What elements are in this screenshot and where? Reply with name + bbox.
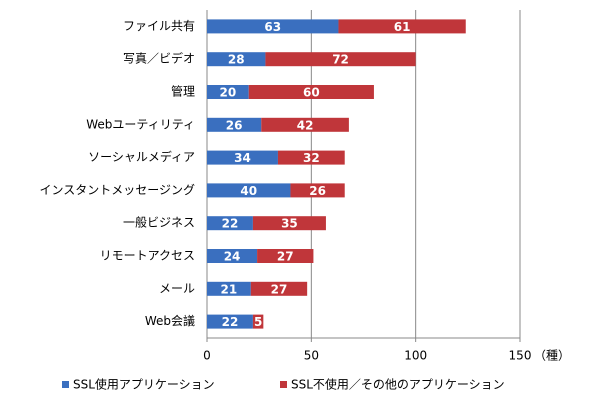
y-tick-label: Web会議: [145, 314, 195, 328]
x-unit: （種）: [534, 349, 570, 363]
y-tick-label: リモートアクセス: [100, 249, 195, 263]
value-label: 26: [309, 184, 326, 198]
y-tick-label: ファイル共有: [123, 19, 195, 33]
bar-segment: [207, 281, 251, 296]
bar-segment: [252, 216, 326, 231]
bar-segment: [252, 314, 264, 329]
y-tick-label: メール: [159, 281, 195, 295]
bar-segment: [207, 150, 278, 165]
value-label: 34: [234, 151, 251, 165]
bar-segment: [248, 85, 374, 99]
bar-segment: [277, 150, 345, 165]
x-tick-label: 150: [509, 349, 532, 363]
bar-segment: [207, 249, 258, 263]
bar-segment: [207, 314, 253, 329]
bar-segment: [338, 19, 466, 34]
value-label: 20: [220, 86, 237, 100]
value-label: 22: [222, 217, 239, 231]
value-label: 61: [394, 20, 411, 34]
legend-label: SSL不使用／その他のアプリケーション: [291, 377, 505, 392]
bar-segment: [250, 281, 308, 296]
bar-segment: [261, 117, 349, 132]
bar-segment: [257, 249, 314, 263]
bar-segment: [207, 85, 249, 99]
y-tick-label: インスタントメッセージング: [39, 183, 195, 197]
value-label: 63: [264, 20, 281, 34]
y-tick-label: 写真／ビデオ: [123, 51, 195, 66]
x-tick-label: 50: [304, 349, 319, 363]
value-label: 28: [228, 53, 245, 67]
legend-label: SSL使用アプリケーション: [73, 377, 215, 392]
value-label: 24: [224, 250, 241, 264]
value-label: 42: [297, 118, 314, 132]
value-label: 27: [271, 282, 288, 296]
value-label: 60: [303, 86, 320, 100]
x-tick-label: 100: [404, 349, 427, 363]
value-label: 40: [240, 184, 257, 198]
y-tick-label: 管理: [171, 84, 195, 99]
legend-swatch: [62, 381, 69, 388]
y-tick-label: Webユーティリティ: [86, 117, 195, 131]
bar-segment: [207, 52, 266, 67]
x-tick-label: 0: [203, 349, 211, 363]
value-label: 27: [277, 250, 294, 264]
bar-segment: [207, 19, 339, 34]
bar-segment: [265, 52, 416, 67]
bar-segment: [207, 117, 262, 132]
bar-segment: [207, 183, 291, 198]
value-label: 72: [332, 53, 349, 67]
value-label: 35: [281, 217, 298, 231]
bar-segment: [207, 216, 253, 231]
value-label: 5: [254, 315, 262, 329]
value-label: 32: [303, 151, 320, 165]
legend-swatch: [280, 381, 287, 388]
value-label: 21: [221, 282, 238, 296]
value-label: 22: [222, 315, 239, 329]
value-label: 26: [226, 118, 243, 132]
y-tick-label: 一般ビジネス: [123, 215, 195, 230]
bar-segment: [290, 183, 345, 198]
y-tick-label: ソーシャルメディア: [88, 149, 195, 164]
